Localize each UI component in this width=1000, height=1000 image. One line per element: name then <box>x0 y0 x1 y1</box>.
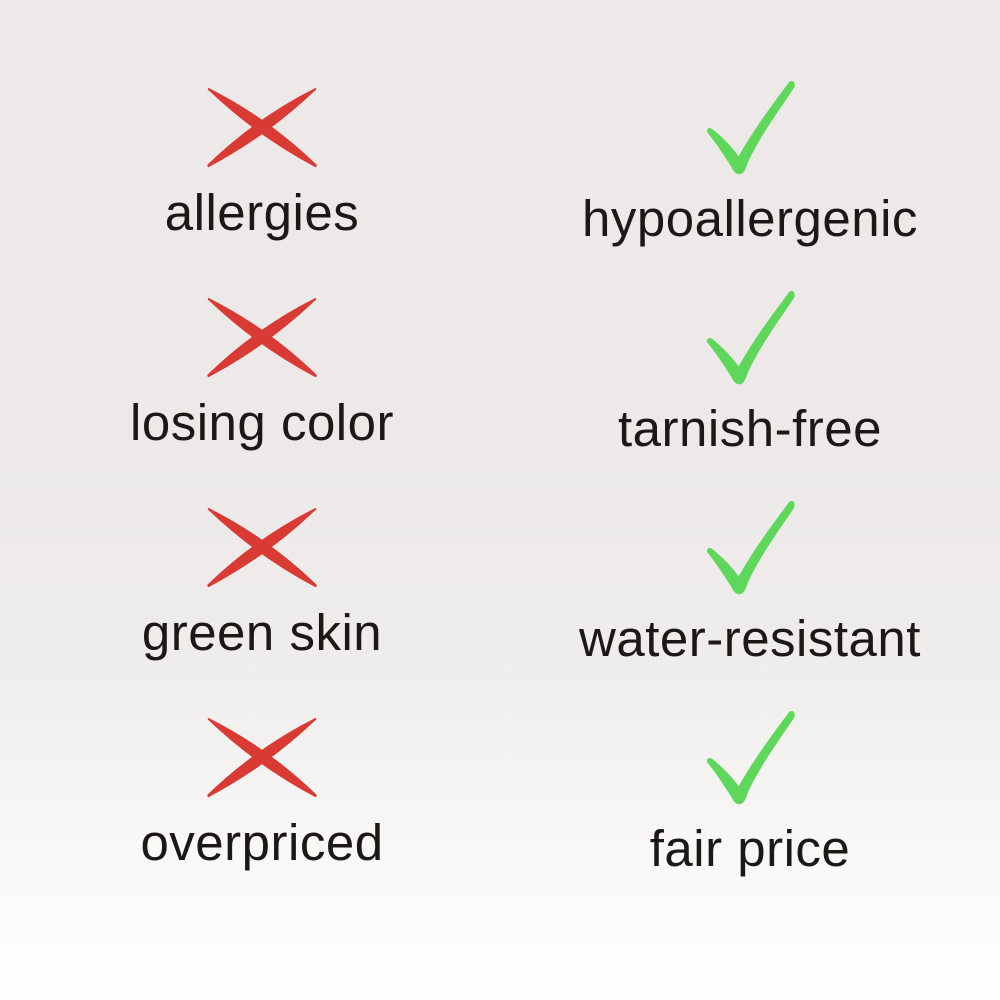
comparison-cell-negative: allergies <box>12 58 512 268</box>
positive-label: hypoallergenic <box>582 189 918 247</box>
positive-label: water-resistant <box>579 609 921 667</box>
positive-label: tarnish-free <box>618 399 882 457</box>
negative-label: allergies <box>164 183 360 241</box>
comparison-cell-positive: water-resistant <box>500 478 1000 688</box>
comparison-cell-negative: overpriced <box>12 688 512 898</box>
check-icon <box>699 79 801 177</box>
cross-icon <box>204 715 320 801</box>
comparison-cell-negative: losing color <box>12 268 512 478</box>
comparison-cell-positive: tarnish-free <box>500 268 1000 478</box>
check-icon <box>699 289 801 387</box>
cross-icon <box>204 505 320 591</box>
comparison-cell-positive: hypoallergenic <box>500 58 1000 268</box>
negative-label: green skin <box>141 603 383 661</box>
cross-icon <box>204 85 320 171</box>
check-icon <box>699 499 801 597</box>
check-icon <box>699 709 801 807</box>
negative-label: losing color <box>130 393 394 451</box>
cross-icon <box>204 295 320 381</box>
positive-label: fair price <box>649 819 851 877</box>
negative-label: overpriced <box>140 813 384 871</box>
comparison-cell-negative: green skin <box>12 478 512 688</box>
comparison-cell-positive: fair price <box>500 688 1000 898</box>
